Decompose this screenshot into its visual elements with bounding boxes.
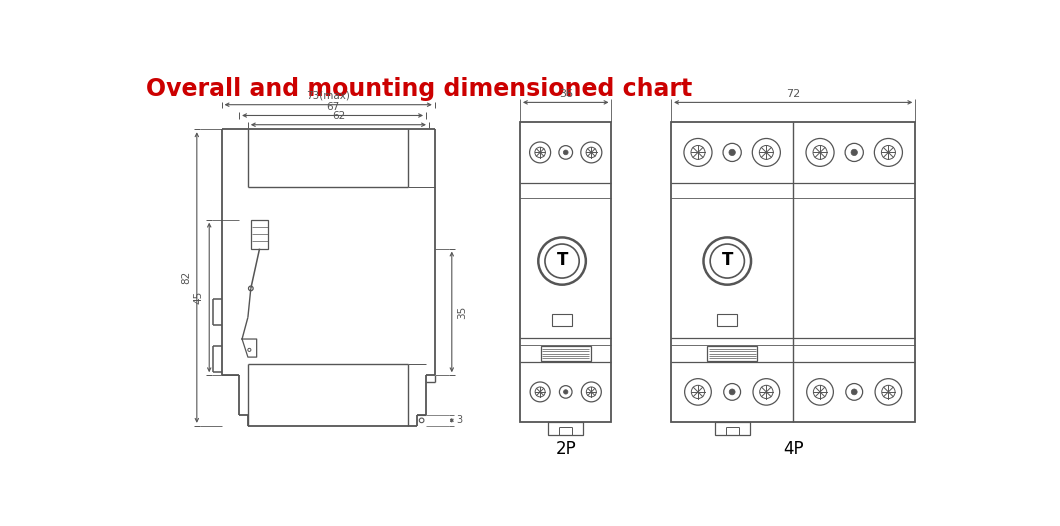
Text: 82: 82 [181,271,192,284]
Text: 67: 67 [325,102,339,112]
Text: Overall and mounting dimensioned chart: Overall and mounting dimensioned chart [146,77,692,101]
Text: 45: 45 [194,291,204,304]
Circle shape [851,389,858,395]
Circle shape [564,390,568,394]
Circle shape [729,149,736,156]
Bar [548,422,583,436]
Text: 72: 72 [787,88,800,98]
Text: 3: 3 [457,416,462,426]
Bar [520,122,612,422]
Bar [251,220,268,249]
Bar [718,314,738,326]
Circle shape [545,244,579,278]
Text: T: T [722,251,732,269]
Text: T: T [556,251,568,269]
Text: 4P: 4P [783,440,803,458]
Circle shape [710,244,744,278]
Text: 62: 62 [332,111,346,121]
Text: 73(max): 73(max) [306,91,350,101]
Text: 36: 36 [559,88,572,98]
Bar [552,314,572,326]
Bar [671,122,915,422]
Bar [541,346,590,361]
Circle shape [248,286,253,291]
Bar [714,422,749,436]
Circle shape [851,149,858,156]
Circle shape [729,389,735,395]
Circle shape [563,150,568,155]
Bar [707,346,757,361]
Text: 2P: 2P [555,440,576,458]
Text: 35: 35 [457,305,467,319]
